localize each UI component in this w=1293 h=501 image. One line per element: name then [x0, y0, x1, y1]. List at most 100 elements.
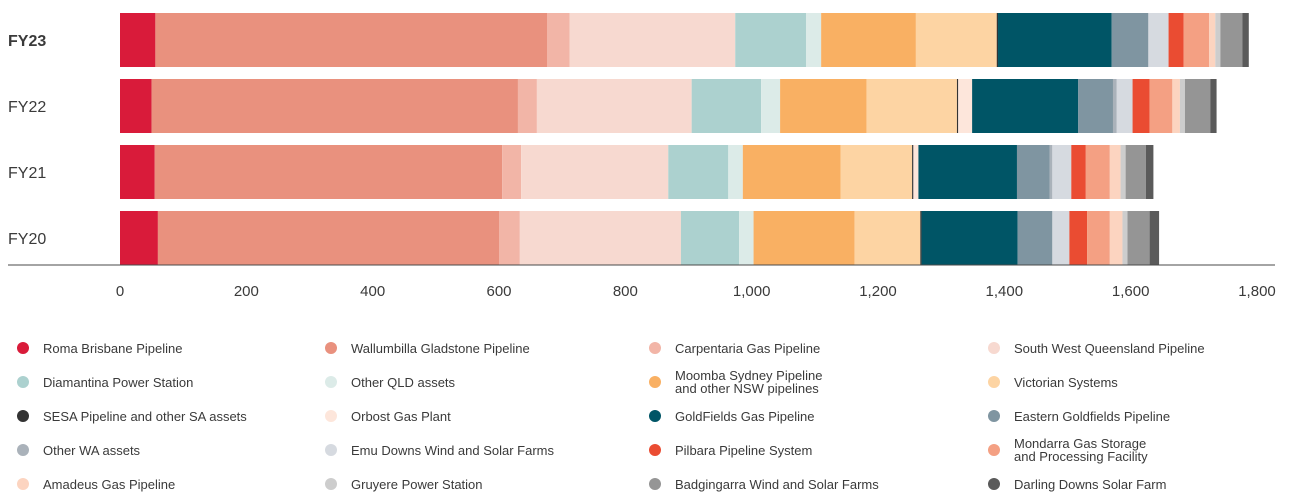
x-tick-label: 400 — [360, 283, 385, 300]
bar-segment-fy22-carpentaria-gas-pipeline — [517, 79, 537, 133]
legend-swatch — [988, 342, 1000, 354]
legend-label: Moomba Sydney Pipeline and other NSW pip… — [675, 368, 823, 396]
legend-label: Orbost Gas Plant — [351, 408, 451, 424]
legend-swatch — [17, 478, 29, 490]
legend-swatch — [649, 410, 661, 422]
legend-item-roma-brisbane-pipeline: Roma Brisbane Pipeline — [17, 332, 182, 364]
category-label-fy21: FY21 — [8, 165, 46, 182]
legend-swatch — [988, 410, 1000, 422]
bar-segment-fy23-gruyere-power-station — [1215, 13, 1221, 67]
legend-swatch — [988, 376, 1000, 388]
bar-segment-fy20-wallumbilla-gladstone-pipeline — [157, 211, 499, 265]
legend-label: Badgingarra Wind and Solar Farms — [675, 476, 879, 492]
bar-segment-fy22-badgingarra-wind-and-solar-farms — [1184, 79, 1211, 133]
bar-segment-fy22-moomba-sydney-pipeline-and-other-nsw-pipelines — [780, 79, 867, 133]
category-label-fy20: FY20 — [8, 231, 46, 248]
x-tick-label: 600 — [486, 283, 511, 300]
bar-segment-fy20-sesa-pipeline-and-other-sa-assets — [920, 211, 922, 265]
bar-segment-fy21-darling-downs-solar-farm — [1145, 145, 1154, 199]
category-labels: FY23 FY22 FY21 FY20 — [8, 33, 46, 248]
legend-item-other-qld-assets: Other QLD assets — [325, 366, 455, 398]
legend-item-darling-downs-solar-farm: Darling Downs Solar Farm — [988, 468, 1166, 500]
legend-swatch — [325, 410, 337, 422]
legend-item-south-west-queensland-pipeline: South West Queensland Pipeline — [988, 332, 1205, 364]
x-tick-label: 200 — [234, 283, 259, 300]
legend-swatch — [325, 478, 337, 490]
legend-item-diamantina-power-station: Diamantina Power Station — [17, 366, 193, 398]
legend-item-victorian-systems: Victorian Systems — [988, 366, 1118, 398]
bar-segment-fy23-victorian-systems — [915, 13, 997, 67]
bar-segment-fy22-mondarra-gas-storage-and-processing-facility — [1149, 79, 1173, 133]
bar-segment-fy21-south-west-queensland-pipeline — [521, 145, 669, 199]
legend-swatch — [17, 444, 29, 456]
legend-swatch — [988, 444, 1000, 456]
legend-label: Gruyere Power Station — [351, 476, 483, 492]
bar-segment-fy22-amadeus-gas-pipeline — [1172, 79, 1180, 133]
x-tick-label: 1,800 — [1238, 283, 1276, 300]
bar-segment-fy23-amadeus-gas-pipeline — [1208, 13, 1216, 67]
legend-label: Amadeus Gas Pipeline — [43, 476, 176, 492]
legend-label: Other QLD assets — [351, 374, 456, 390]
bar-segment-fy21-roma-brisbane-pipeline — [120, 145, 155, 199]
bar-segment-fy23-mondarra-gas-storage-and-processing-facility — [1183, 13, 1209, 67]
bar-segment-fy22-emu-downs-wind-and-solar-farms — [1116, 79, 1133, 133]
legend-swatch — [649, 342, 661, 354]
x-tick-label: 1,200 — [859, 283, 897, 300]
bar-segment-fy20-victorian-systems — [854, 211, 921, 265]
legend-label: SESA Pipeline and other SA assets — [43, 408, 247, 424]
bar-segment-fy22-sesa-pipeline-and-other-sa-assets — [956, 79, 959, 133]
legend-swatch — [325, 342, 337, 354]
legend: Roma Brisbane Pipeline Wallumbilla Gladst… — [0, 330, 1293, 501]
legend-label: Other WA assets — [43, 442, 141, 458]
bar-segment-fy20-badgingarra-wind-and-solar-farms — [1127, 211, 1150, 265]
bar-segment-fy21-amadeus-gas-pipeline — [1109, 145, 1121, 199]
bar-segment-fy23-darling-downs-solar-farm — [1242, 13, 1249, 67]
bar-segment-fy20-moomba-sydney-pipeline-and-other-nsw-pipelines — [753, 211, 855, 265]
bar-segment-fy20-gruyere-power-station — [1122, 211, 1128, 265]
bars-group — [120, 13, 1249, 265]
bar-segment-fy20-darling-downs-solar-farm — [1149, 211, 1160, 265]
legend-label: Roma Brisbane Pipeline — [43, 340, 183, 356]
bar-segment-fy22-orbost-gas-plant — [958, 79, 973, 133]
legend-label: Darling Downs Solar Farm — [1014, 476, 1167, 492]
legend-item-amadeus-gas-pipeline: Amadeus Gas Pipeline — [17, 468, 175, 500]
legend-item-other-wa-assets: Other WA assets — [17, 434, 140, 466]
legend-swatch — [17, 410, 29, 422]
bar-segment-fy22-south-west-queensland-pipeline — [536, 79, 692, 133]
bar-segment-fy23-eastern-goldfields-pipeline — [1111, 13, 1149, 67]
bar-segment-fy21-carpentaria-gas-pipeline — [502, 145, 522, 199]
legend-label: Emu Downs Wind and Solar Farms — [351, 442, 555, 458]
bar-segment-fy22-gruyere-power-station — [1179, 79, 1185, 133]
bar-segment-fy21-other-qld-assets — [728, 145, 743, 199]
bar-segment-fy20-pilbara-pipeline-system — [1069, 211, 1088, 265]
legend-label: Victorian Systems — [1014, 374, 1118, 390]
bar-segment-fy20-other-qld-assets — [739, 211, 754, 265]
bar-segment-fy21-wallumbilla-gladstone-pipeline — [154, 145, 503, 199]
bar-segment-fy21-orbost-gas-plant — [913, 145, 919, 199]
legend-swatch — [649, 478, 661, 490]
bar-segment-fy23-pilbara-pipeline-system — [1168, 13, 1184, 67]
x-tick-label: 800 — [613, 283, 638, 300]
x-tick-label: 1,400 — [986, 283, 1024, 300]
bar-segment-fy22-roma-brisbane-pipeline — [120, 79, 152, 133]
bar-segment-fy21-diamantina-power-station — [668, 145, 729, 199]
bar-segment-fy23-south-west-queensland-pipeline — [569, 13, 736, 67]
legend-item-goldfields-gas-pipeline: GoldFields Gas Pipeline — [649, 400, 814, 432]
legend-item-pilbara-pipeline-system: Pilbara Pipeline System — [649, 434, 812, 466]
legend-swatch — [988, 478, 1000, 490]
legend-item-sesa-pipeline-and-other-sa-assets: SESA Pipeline and other SA assets — [17, 400, 247, 432]
bar-segment-fy22-eastern-goldfields-pipeline — [1078, 79, 1113, 133]
legend-swatch — [17, 342, 29, 354]
bar-segment-fy20-emu-downs-wind-and-solar-farms — [1052, 211, 1070, 265]
bar-segment-fy23-roma-brisbane-pipeline — [120, 13, 156, 67]
stacked-bar-chart: FY23 FY22 FY21 FY20 0 200 400 600 800 1,000 1,200… — [8, 13, 1276, 300]
bar-segment-fy20-diamantina-power-station — [680, 211, 740, 265]
legend-item-orbost-gas-plant: Orbost Gas Plant — [325, 400, 451, 432]
legend-item-gruyere-power-station: Gruyere Power Station — [325, 468, 483, 500]
legend-label: South West Queensland Pipeline — [1014, 340, 1205, 356]
bar-segment-fy22-pilbara-pipeline-system — [1132, 79, 1150, 133]
bar-segment-fy23-diamantina-power-station — [735, 13, 806, 67]
legend-item-badgingarra-wind-and-solar-farms: Badgingarra Wind and Solar Farms — [649, 468, 879, 500]
legend-label: GoldFields Gas Pipeline — [675, 408, 815, 424]
legend-item-wallumbilla-gladstone-pipeline: Wallumbilla Gladstone Pipeline — [325, 332, 530, 364]
